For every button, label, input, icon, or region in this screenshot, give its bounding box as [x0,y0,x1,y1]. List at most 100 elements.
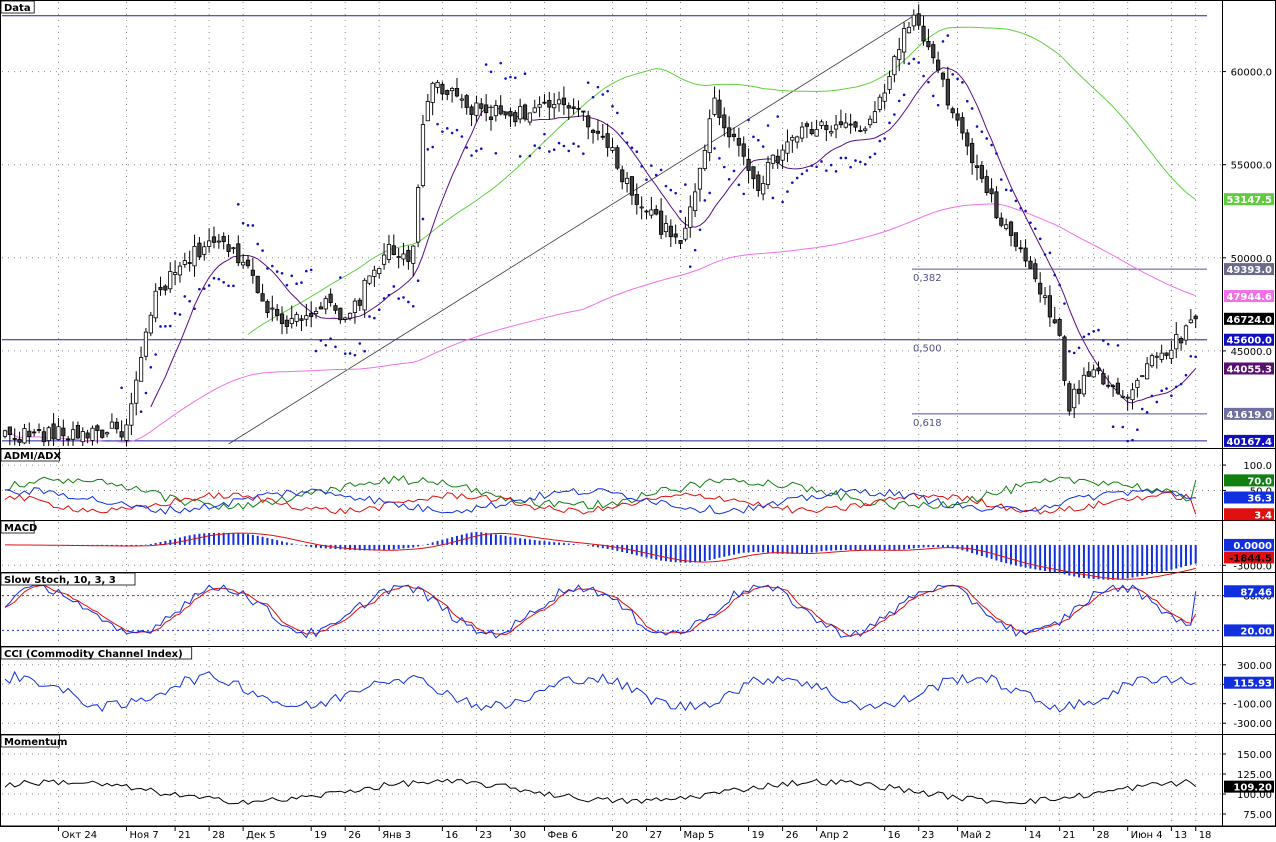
sar-dot [271,264,274,268]
candle-body [430,82,435,103]
candle-body [790,137,795,141]
sar-dot [421,217,425,221]
candle-body [1159,352,1164,360]
sar-dot [1068,350,1071,353]
tick-label-macd: -3000.0 [1233,561,1272,572]
sar-dot [533,144,537,147]
candle-body [177,265,183,276]
candle-body [284,319,289,327]
sar-dot [227,284,230,288]
sar-dot [625,141,629,144]
sar-dot [970,107,974,110]
candle-body [197,242,202,258]
value-badge-label: 53147.5 [1226,195,1272,206]
sar-dot [368,315,371,318]
candle-body [731,133,737,138]
candle-body [872,111,878,123]
sar-dot [1072,351,1076,355]
candle-body [134,379,139,404]
candle-body [1188,319,1193,323]
candle-body [406,249,411,262]
sar-dot [659,168,663,172]
sar-dot [1048,251,1052,255]
x-tick-label: Окт 24 [61,830,97,841]
candle-body [1193,315,1198,320]
sar-dot [411,304,415,308]
candle-body [556,99,562,105]
candle-body [415,187,421,243]
tick-label-mom: 75.00 [1243,810,1272,821]
candle-body [474,102,479,116]
plot-layer: 0,382 0,500 0,618 [2,4,1222,805]
tick-label-price: 45000.0 [1231,347,1272,358]
sar-dot [295,282,298,285]
candle-body [994,191,999,219]
sar-dot [441,130,444,133]
sar-dot [465,146,469,149]
candle-body [260,293,265,302]
sar-dot [761,145,765,148]
candle-body [644,210,649,213]
sar-dot [961,81,964,84]
candle-body [1081,374,1087,395]
candle-body [974,165,980,168]
candle-body [163,285,168,291]
candle-body [561,97,567,106]
sar-dot [752,135,755,139]
candle-body [532,107,537,113]
sar-dot [688,265,692,268]
panel-title-box-macd [0,520,35,534]
panel-title-box-cci [0,646,193,660]
candle-body [450,88,455,92]
candle-body [678,240,683,244]
x-tick-label: 26 [786,830,799,841]
candle-body [255,275,260,293]
candle-body [1183,325,1189,341]
sar-dot [319,339,323,342]
sar-dot [168,324,172,328]
sar-dot [1082,335,1086,339]
candle-body [770,154,775,164]
candle-body [241,261,246,266]
candle-body [595,130,601,134]
value-badge-label: 40167.4 [1226,437,1272,448]
sar-dot [236,203,240,206]
sar-dot [1155,400,1159,404]
candle-body [484,104,489,114]
sar-dot [339,276,342,279]
candle-body [697,167,703,190]
sar-dot [737,183,741,187]
candle-body [537,104,542,108]
value-badge-bg [1224,780,1274,793]
candle-body [902,28,907,53]
sar-dot [902,93,906,97]
x-tick-label: 23 [922,830,935,841]
sar-dot [1150,394,1154,398]
sar-dot [791,181,794,184]
tick-label-adx: 100.0 [1243,461,1272,472]
panel-title-mom: Momentum [4,737,67,748]
sar-dot [280,272,284,275]
sar-dot [732,169,736,173]
sar-dot [722,165,726,169]
sar-dot [557,141,561,145]
candle-body [877,96,882,110]
value-badge-bg [1224,193,1274,206]
value-badge-label: 45600.0 [1226,336,1272,347]
sar-dot [693,248,697,252]
sar-dot [771,196,775,200]
candle-body [333,305,338,311]
candle-body [1125,396,1130,399]
value-badge-label: 87.46 [1240,587,1272,598]
panel-titles-layer: Data ADMI/ADX MACD Slow Stoch, 10, 3, 3 CCI … [0,0,193,748]
candle-body [46,427,51,441]
candle-body [1062,336,1067,381]
sar-dot [436,122,439,126]
sar-dot [1000,178,1003,181]
sar-dot [620,131,624,135]
sar-dot [489,70,493,74]
sar-dot [776,115,780,118]
sar-dot [416,279,420,283]
sar-dot [1043,253,1047,256]
panel-title-adx: ADMI/ADX [4,451,61,462]
